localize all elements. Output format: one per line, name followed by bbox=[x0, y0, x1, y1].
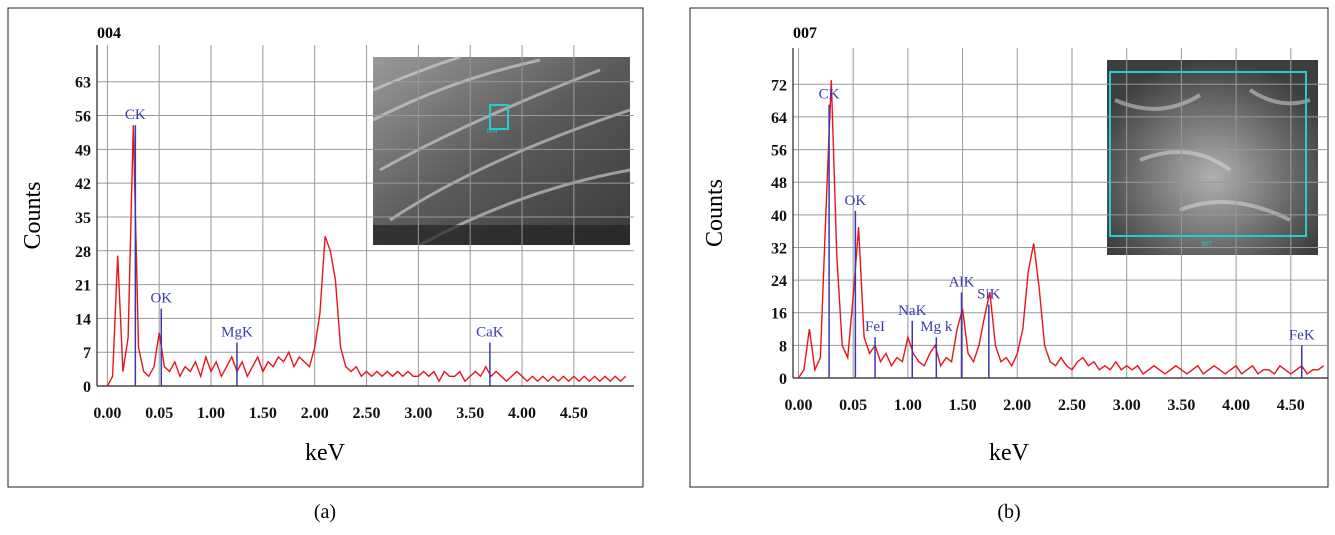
x-tick-label: 4.50 bbox=[1277, 397, 1305, 414]
peak-label: Mg k bbox=[920, 319, 953, 335]
peak-label: CK bbox=[125, 107, 146, 123]
y-tick-label: 48 bbox=[771, 175, 787, 192]
x-axis-label: keV bbox=[305, 440, 346, 466]
inset-image bbox=[372, 55, 631, 247]
y-tick-label: 42 bbox=[75, 176, 91, 193]
x-tick-label: 1.50 bbox=[249, 405, 277, 422]
x-tick-label: 3.00 bbox=[404, 405, 432, 422]
peak-label: CK bbox=[819, 87, 840, 103]
peak-label: FeI bbox=[865, 319, 885, 335]
x-tick-label: 2.00 bbox=[301, 405, 329, 422]
y-tick-label: 7 bbox=[83, 345, 91, 362]
peak-label: OK bbox=[845, 193, 867, 209]
y-tick-label: 0 bbox=[779, 371, 787, 388]
y-tick-label: 14 bbox=[75, 311, 91, 328]
x-tick-label: 3.00 bbox=[1113, 397, 1141, 414]
y-tick-label: 40 bbox=[771, 208, 787, 225]
x-tick-label: 0.05 bbox=[145, 405, 173, 422]
x-tick-label: 2.50 bbox=[353, 405, 381, 422]
peak-label: MgK bbox=[221, 325, 253, 341]
x-tick-label: 3.50 bbox=[456, 405, 484, 422]
x-tick-label: 2.50 bbox=[1058, 397, 1086, 414]
y-tick-label: 56 bbox=[75, 109, 91, 126]
chart-title: 004 bbox=[97, 25, 121, 42]
panel-frame bbox=[7, 7, 644, 488]
x-tick-label: 4.00 bbox=[1222, 397, 1250, 414]
x-tick-label: 1.00 bbox=[197, 405, 225, 422]
x-tick-label: 0.00 bbox=[93, 405, 121, 422]
x-tick-label: 2.00 bbox=[1003, 397, 1031, 414]
y-axis-label: Counts bbox=[702, 179, 728, 247]
chart-title: 007 bbox=[793, 25, 817, 42]
inset-image bbox=[1107, 60, 1318, 255]
y-tick-label: 49 bbox=[75, 142, 91, 159]
y-tick-label: 16 bbox=[771, 306, 787, 323]
spectrum-line bbox=[106, 125, 627, 387]
inset-label: 007 bbox=[1202, 240, 1213, 248]
x-tick-label: 1.50 bbox=[949, 397, 977, 414]
x-tick-label: 0.00 bbox=[784, 397, 812, 414]
y-tick-label: 63 bbox=[75, 75, 91, 92]
y-tick-label: 8 bbox=[779, 338, 787, 355]
y-tick-label: 56 bbox=[771, 143, 787, 160]
x-tick-label: 4.00 bbox=[508, 405, 536, 422]
peak-label: AlK bbox=[949, 274, 975, 290]
y-tick-label: 0 bbox=[83, 379, 91, 396]
caption: (b) bbox=[997, 501, 1020, 523]
x-tick-label: 3.50 bbox=[1167, 397, 1195, 414]
y-tick-label: 32 bbox=[771, 240, 787, 257]
y-tick-label: 64 bbox=[771, 110, 787, 127]
y-tick-label: 21 bbox=[75, 278, 91, 295]
peak-label: OK bbox=[150, 291, 172, 307]
y-tick-label: 28 bbox=[75, 244, 91, 261]
y-axis-label: Counts bbox=[20, 181, 46, 249]
spectrum-line bbox=[797, 80, 1325, 379]
peak-label: CaK bbox=[476, 325, 504, 341]
peak-label: SiK bbox=[977, 287, 1001, 303]
y-tick-label: 35 bbox=[75, 210, 91, 227]
y-tick-label: 24 bbox=[771, 273, 787, 290]
caption: (a) bbox=[314, 501, 336, 523]
x-tick-label: 1.00 bbox=[894, 397, 922, 414]
y-tick-label: 72 bbox=[771, 77, 787, 94]
peak-label: NaK bbox=[898, 303, 926, 319]
peak-label: FeK bbox=[1289, 327, 1315, 343]
x-axis-label: keV bbox=[989, 440, 1030, 466]
x-tick-label: 0.05 bbox=[839, 397, 867, 414]
x-tick-label: 4.50 bbox=[560, 405, 588, 422]
inset-label: 004 bbox=[487, 127, 498, 135]
